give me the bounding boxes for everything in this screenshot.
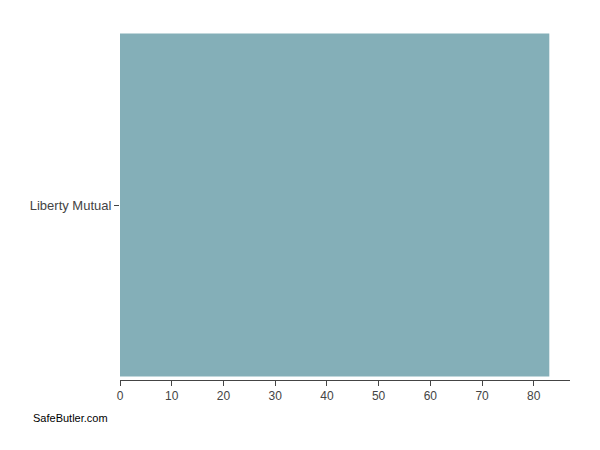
svg-text:60: 60 — [424, 389, 438, 403]
svg-text:30: 30 — [268, 389, 282, 403]
svg-text:70: 70 — [475, 389, 489, 403]
svg-text:SafeButler.com: SafeButler.com — [33, 412, 108, 424]
svg-text:40: 40 — [320, 389, 334, 403]
svg-text:0: 0 — [117, 389, 124, 403]
svg-text:50: 50 — [372, 389, 386, 403]
svg-text:10: 10 — [165, 389, 179, 403]
svg-text:20: 20 — [217, 389, 231, 403]
svg-text:80: 80 — [527, 389, 541, 403]
svg-text:Liberty Mutual: Liberty Mutual — [30, 198, 112, 213]
